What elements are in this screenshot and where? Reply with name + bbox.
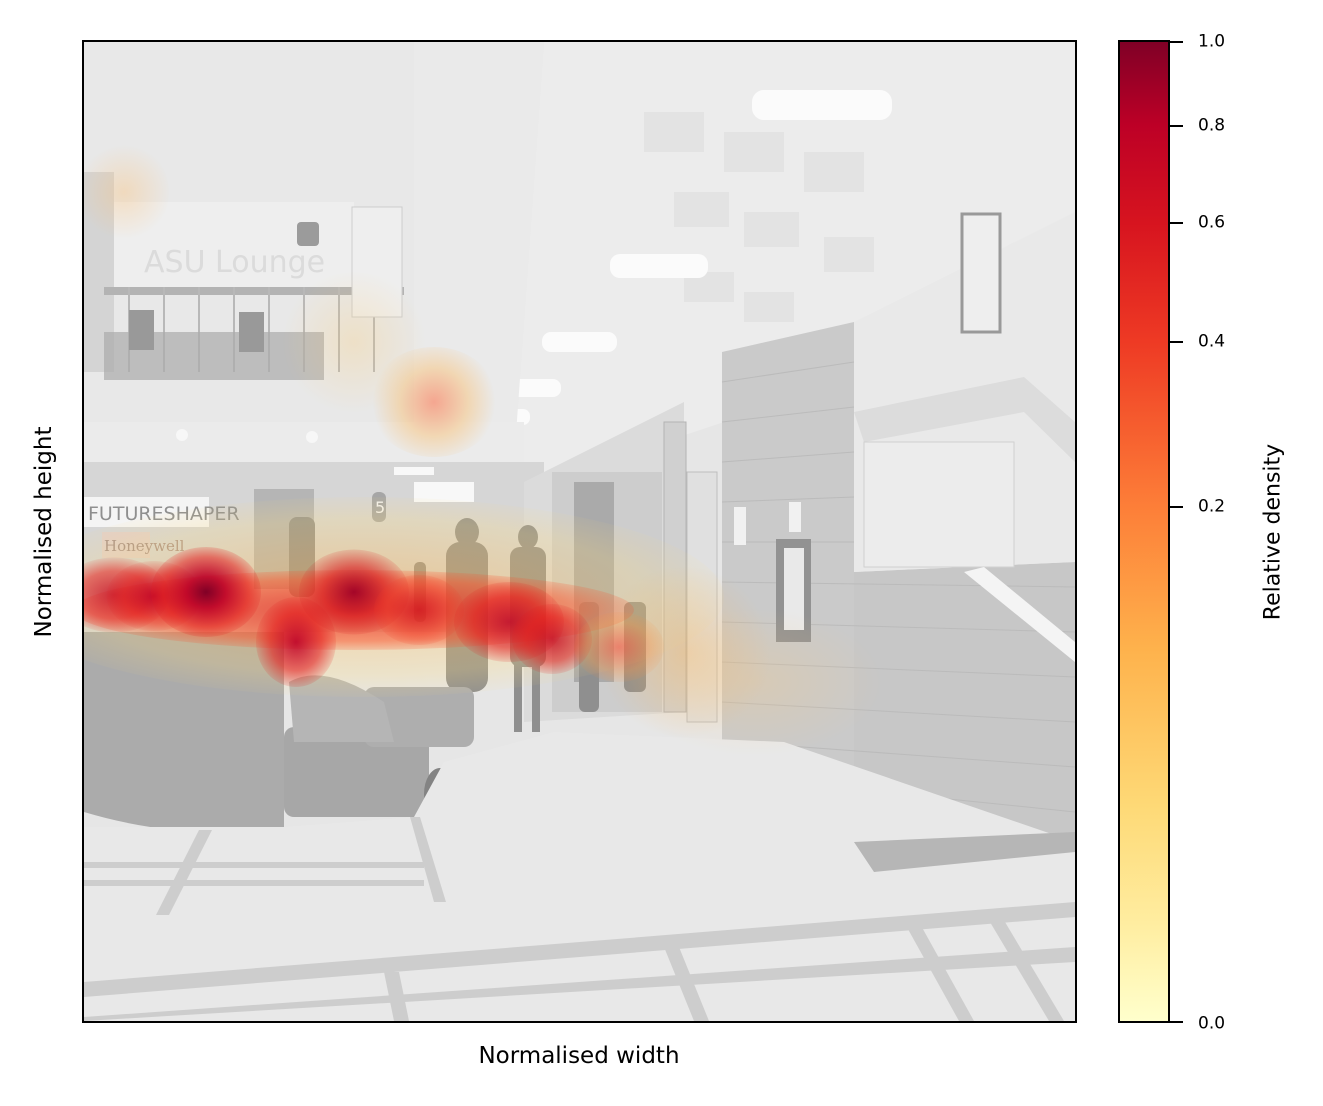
colorbar	[1118, 40, 1170, 1023]
pillar-number: 5	[375, 498, 385, 517]
colorbar-tick-label: 0.0	[1198, 1013, 1226, 1034]
colorbar-label: Relative density	[1260, 443, 1286, 621]
colorbar-tick	[1169, 506, 1183, 508]
colorbar-tick-label: 1.0	[1198, 31, 1226, 52]
honeywell-sign-text: Honeywell	[104, 537, 185, 555]
x-axis-label: Normalised width	[478, 1043, 680, 1069]
colorbar-tick	[1169, 222, 1183, 224]
hotspot	[574, 612, 664, 682]
y-axis-label: Normalised height	[31, 426, 57, 638]
density-halo	[279, 272, 429, 412]
colorbar-tick	[1169, 1021, 1183, 1023]
colorbar-tick	[1169, 41, 1183, 43]
heatmap-axes: ASU Lounge FUTURESHAPER Honeywell 5	[82, 40, 1077, 1023]
hotspot	[374, 575, 464, 645]
density-halo	[369, 347, 499, 457]
lounge-sign-text: ASU Lounge	[144, 245, 325, 280]
density-overlay	[84, 42, 1075, 1021]
colorbar-tick-label: 0.2	[1198, 496, 1226, 517]
hotspot-max	[151, 547, 261, 637]
colorbar-tick	[1169, 125, 1183, 127]
colorbar-tick-label: 0.8	[1198, 115, 1226, 136]
colorbar-tick-label: 0.6	[1198, 212, 1226, 233]
density-halo	[84, 142, 169, 242]
futureshaper-sign-text: FUTURESHAPER	[88, 503, 240, 525]
colorbar-tick-label: 0.4	[1198, 331, 1226, 352]
density-halo	[624, 607, 884, 757]
colorbar-tick	[1169, 341, 1183, 343]
